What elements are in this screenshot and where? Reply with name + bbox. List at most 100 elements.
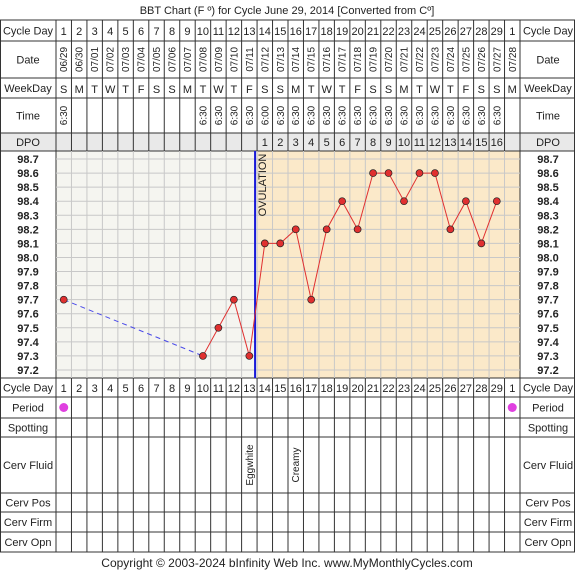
date-label: 07/17	[338, 47, 349, 72]
date-label: 06/30	[75, 47, 86, 72]
weekday-label: F	[246, 84, 253, 96]
weekday-label: W	[430, 84, 441, 96]
y-tick-label-left: 98.0	[17, 252, 38, 264]
row-label-cycle-day-left: Cycle Day	[3, 26, 54, 38]
y-tick-label-right: 97.3	[537, 351, 558, 363]
date-label: 07/26	[477, 47, 488, 72]
date-label: 07/21	[400, 47, 411, 72]
temp-point	[291, 225, 300, 234]
date-label: 07/06	[168, 47, 179, 72]
temp-point	[214, 323, 223, 332]
temp-point	[477, 239, 486, 248]
date-label: 07/08	[198, 47, 209, 72]
cycle-day-label: 7	[153, 26, 159, 38]
cycle-day-label: 22	[382, 26, 394, 38]
cycle-day-label: 1	[61, 26, 67, 38]
temp-point	[199, 352, 207, 360]
date-label: 07/28	[508, 47, 519, 72]
row-label-dpo-right: DPO	[536, 137, 560, 149]
temp-point	[462, 197, 470, 206]
date-label: 07/25	[461, 47, 472, 72]
dpo-label: 14	[460, 137, 472, 149]
period-dot	[59, 403, 69, 412]
date-label: 07/27	[492, 47, 503, 72]
cycle-day-label-bottom: 18	[321, 383, 333, 395]
row-label-period-left: Period	[12, 403, 44, 415]
cycle-day-label-bottom: 13	[243, 383, 255, 395]
interpolated-temp-line	[63, 299, 204, 357]
cycle-day-label: 13	[243, 26, 255, 38]
cycle-day-label: 2	[76, 26, 82, 38]
cycle-day-label: 1	[509, 26, 515, 38]
weekday-label: T	[200, 84, 207, 96]
y-tick-label-left: 97.8	[17, 281, 38, 293]
dpo-label: 15	[475, 137, 487, 149]
time-label: 6:30	[59, 105, 70, 125]
date-label: 07/09	[214, 47, 225, 72]
row-label-time-right: Time	[536, 111, 560, 123]
cycle-day-label-bottom: 20	[351, 383, 363, 395]
date-label: 07/24	[446, 47, 457, 72]
time-label: 6:30	[400, 105, 411, 125]
cycle-day-label-bottom: 24	[413, 383, 425, 395]
post-ovulation-bg	[257, 151, 520, 378]
time-label: 6:30	[214, 105, 225, 125]
date-label: 06/29	[59, 47, 70, 72]
cycle-day-label-bottom: 25	[429, 383, 441, 395]
y-tick-label-right: 98.7	[537, 154, 558, 166]
cycle-day-label: 27	[460, 26, 472, 38]
weekday-label: S	[60, 84, 67, 96]
y-tick-label-left: 98.6	[17, 168, 38, 180]
cycle-day-label-bottom: 4	[107, 383, 113, 395]
dpo-label: 6	[339, 137, 345, 149]
weekday-label: T	[308, 84, 315, 96]
cycle-day-label-bottom: 26	[444, 383, 456, 395]
time-label: 6:30	[430, 105, 441, 125]
temp-point	[369, 169, 377, 177]
temp-point	[230, 295, 238, 304]
weekday-label: M	[508, 84, 517, 96]
row-label-cerv-opn-left: Cerv Opn	[4, 537, 51, 549]
y-tick-label-left: 98.1	[17, 238, 38, 250]
weekday-label: S	[369, 84, 376, 96]
temp-line	[202, 172, 498, 357]
time-label: 6:30	[291, 105, 302, 125]
dpo-label: 2	[277, 137, 283, 149]
cycle-day-label-bottom: 10	[197, 383, 209, 395]
dpo-label: 11	[414, 137, 425, 149]
ovulation-label: OVULATION	[257, 154, 269, 217]
y-tick-label-right: 98.6	[537, 168, 558, 180]
dpo-label: 3	[293, 137, 299, 149]
cycle-day-label: 4	[107, 26, 113, 38]
dpo-label: 12	[429, 137, 441, 149]
date-label: 07/23	[430, 47, 441, 72]
date-label: 07/13	[276, 47, 287, 72]
date-label: 07/02	[106, 47, 117, 72]
y-tick-label-left: 97.3	[17, 351, 38, 363]
y-tick-label-right: 98.4	[537, 196, 559, 208]
row-label-cerv-pos-left: Cerv Pos	[5, 498, 51, 510]
row-label-cerv-pos-right: Cerv Pos	[525, 498, 571, 510]
cycle-day-label: 28	[475, 26, 487, 38]
row-label-cerv-opn-right: Cerv Opn	[524, 537, 571, 549]
weekday-label: T	[447, 84, 454, 96]
pre-ovulation-bg	[56, 151, 258, 378]
row-label-spotting-right: Spotting	[528, 423, 568, 435]
cycle-day-label: 6	[138, 26, 144, 38]
temp-point	[415, 169, 424, 177]
temp-point	[276, 239, 285, 248]
time-label: 6:30	[353, 105, 364, 125]
time-label: 6:00	[260, 105, 271, 125]
cycle-day-label-bottom: 22	[382, 383, 394, 395]
date-label: 07/05	[152, 47, 163, 72]
temp-point	[446, 225, 455, 234]
cycle-day-label-bottom: 15	[274, 383, 286, 395]
time-label: 6:30	[322, 105, 333, 125]
time-label: 6:30	[307, 105, 318, 125]
time-label: 6:30	[229, 105, 240, 125]
dpo-label: 7	[355, 137, 361, 149]
cycle-day-label-bottom: 11	[213, 383, 224, 395]
row-label-date-left: Date	[16, 55, 39, 67]
row-label-cycle-day-right: Cycle Day	[523, 26, 574, 38]
cycle-day-label-bottom: 9	[184, 383, 190, 395]
